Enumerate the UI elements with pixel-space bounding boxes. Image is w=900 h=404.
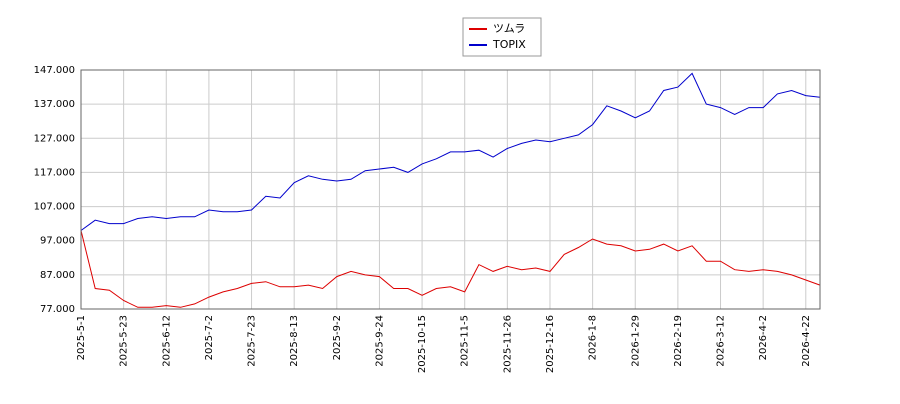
x-tick-label: 2025-10-15 xyxy=(417,315,428,373)
y-tick-label: 127.000 xyxy=(34,133,75,144)
x-tick-label: 2025-5-23 xyxy=(119,315,130,367)
x-tick-label: 2025-5-1 xyxy=(76,315,87,360)
x-tick-label: 2025-11-26 xyxy=(502,315,513,373)
x-tick-label: 2026-3-12 xyxy=(716,315,727,367)
plot-frame xyxy=(80,69,821,310)
y-tick-label: 107.000 xyxy=(34,202,75,213)
series-line xyxy=(80,230,821,308)
legend-label: ツムラ xyxy=(493,22,525,35)
series-line xyxy=(80,72,821,231)
x-tick-label: 2025-6-12 xyxy=(161,315,172,367)
y-tick-label: 77.000 xyxy=(40,304,75,315)
x-tick-label: 2025-9-2 xyxy=(332,315,343,360)
legend: ツムラ TOPIX xyxy=(469,22,526,51)
x-tick-label: 2025-11-5 xyxy=(460,315,471,367)
y-tick-label: 117.000 xyxy=(34,167,75,178)
x-tick-label: 2025-12-16 xyxy=(545,315,556,373)
x-tick-label: 2026-4-22 xyxy=(801,315,812,367)
x-tick-label: 2025-8-13 xyxy=(289,315,300,367)
y-tick-label: 147.000 xyxy=(34,65,75,76)
x-tick-label: 2025-7-23 xyxy=(247,315,258,367)
x-tick-label: 2026-4-2 xyxy=(758,315,769,360)
y-tick-label: 87.000 xyxy=(40,270,75,281)
y-tick-label: 137.000 xyxy=(34,99,75,110)
y-tick-label: 97.000 xyxy=(40,236,75,247)
x-tick-label: 2025-9-24 xyxy=(374,315,385,367)
x-tick-label: 2025-7-2 xyxy=(204,315,215,360)
legend-box xyxy=(462,17,542,57)
x-tick-label: 2026-1-29 xyxy=(630,315,641,367)
legend-label: TOPIX xyxy=(492,38,526,51)
plot: 77.000 87.000 97.000 107.000 117.000 127.000 1… xyxy=(34,65,821,373)
x-tick-label: 2026-2-19 xyxy=(673,315,684,367)
x-tick-label: 2026-1-8 xyxy=(588,315,599,360)
